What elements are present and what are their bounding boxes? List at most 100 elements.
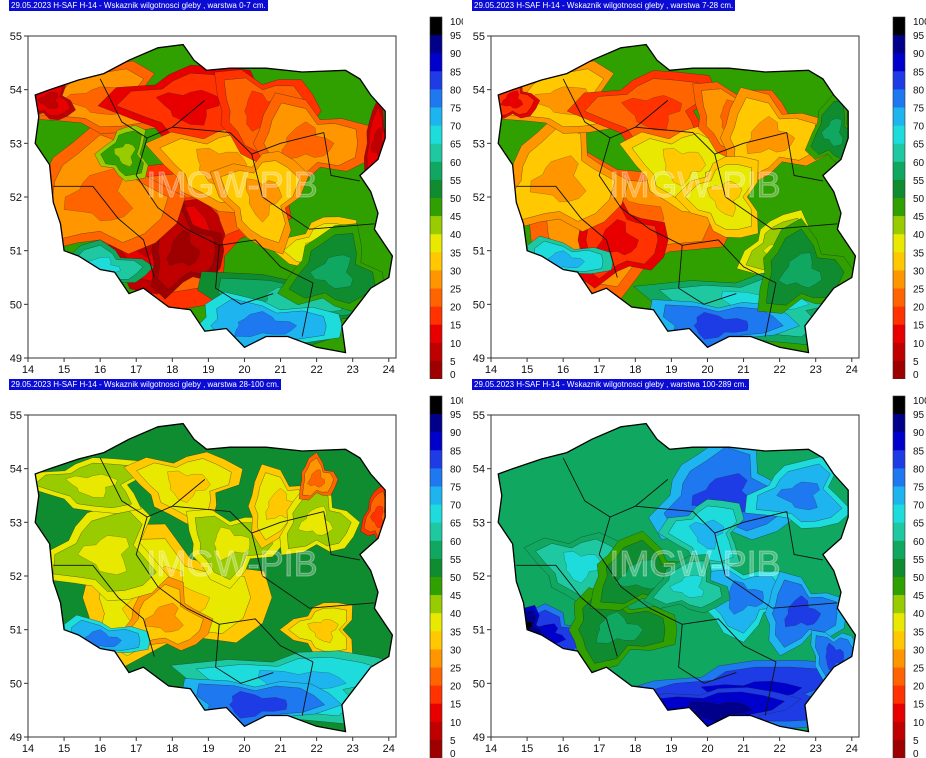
moisture-contour: [77, 535, 130, 575]
legend-label: 25: [913, 285, 925, 296]
moisture-contour: [309, 254, 354, 289]
region-border: [516, 564, 618, 657]
legend-swatch: [430, 631, 442, 650]
y-tick-label: 54: [10, 85, 22, 97]
moisture-contour: [113, 143, 136, 167]
watermark-text: IMGW-PIB: [609, 164, 780, 205]
legend-swatch: [430, 558, 442, 578]
x-tick-label: 16: [557, 364, 569, 376]
x-tick-label: 16: [94, 364, 106, 376]
legend-label: 20: [913, 303, 925, 314]
legend-label: 40: [450, 230, 462, 241]
x-tick-label: 24: [846, 743, 858, 755]
legend-label: 85: [913, 67, 925, 78]
moisture-contour: [213, 526, 251, 561]
legend-swatch: [893, 216, 905, 235]
legend-swatch: [430, 577, 442, 596]
region-border: [764, 661, 777, 716]
region-border: [186, 228, 314, 284]
region-border: [172, 505, 324, 534]
legend-swatch: [430, 17, 442, 36]
legend-label: 75: [450, 483, 462, 494]
region-border: [678, 624, 737, 684]
legend-swatch: [430, 161, 442, 181]
moisture-contour: [621, 95, 683, 131]
legend-label: 30: [913, 645, 925, 656]
x-tick-label: 22: [311, 743, 323, 755]
map-panel-100-289cm: IMGW-PIB 14 15 16 17 18 19 20 21 22 23 24 55 54 53 52 51…: [463, 379, 926, 758]
region-border: [186, 607, 314, 663]
legend-label: 55: [450, 176, 462, 187]
watermark-text: IMGW-PIB: [609, 543, 780, 584]
moisture-contour: [688, 519, 724, 550]
legend-swatch: [430, 504, 442, 524]
x-tick-label: 15: [58, 743, 70, 755]
legend-swatch: [893, 288, 905, 308]
y-tick-label: 53: [10, 517, 22, 529]
region-border: [135, 516, 187, 609]
moisture-contour: [307, 619, 339, 643]
legend-label: 40: [913, 230, 925, 241]
legend-frame: [429, 16, 443, 379]
legend-label: 80: [913, 85, 925, 96]
legend-label: 55: [913, 555, 925, 566]
y-tick-label: 51: [10, 246, 22, 258]
legend-label: 60: [913, 158, 925, 169]
moisture-contour: [234, 311, 298, 338]
x-tick-label: 18: [166, 743, 178, 755]
y-tick-label: 50: [10, 678, 22, 690]
legend-label: 65: [913, 519, 925, 530]
legend-swatch: [430, 450, 442, 469]
region-border: [135, 137, 187, 230]
x-tick-label: 14: [485, 743, 497, 755]
legend-label: 30: [450, 266, 462, 277]
x-tick-label: 16: [94, 743, 106, 755]
legend-label: 50: [450, 194, 462, 205]
moisture-contour: [155, 89, 222, 126]
legend-swatch: [893, 522, 905, 542]
map-title: 29.05.2023 H-SAF H-14 - Wskaznik wilgotn…: [472, 379, 749, 390]
moisture-contour: [778, 252, 822, 289]
legend-swatch: [430, 71, 442, 90]
legend-swatch: [430, 685, 442, 705]
legend-swatch: [893, 107, 905, 127]
x-tick-label: 16: [557, 743, 569, 755]
legend-label: 50: [450, 573, 462, 584]
x-tick-label: 19: [202, 743, 214, 755]
legend-swatch: [893, 342, 905, 362]
region-border: [53, 564, 155, 657]
y-tick-label: 50: [473, 678, 485, 690]
legend-swatch: [430, 53, 442, 72]
x-tick-label: 20: [238, 743, 250, 755]
y-tick-label: 55: [473, 31, 485, 43]
x-tick-label: 18: [629, 364, 641, 376]
region-border: [678, 245, 737, 305]
legend-swatch: [893, 703, 905, 723]
legend-swatch: [430, 270, 442, 289]
legend-swatch: [430, 216, 442, 235]
legend-label: 5: [913, 357, 919, 368]
x-tick-label: 21: [274, 364, 286, 376]
x-tick-label: 22: [774, 364, 786, 376]
legend-swatch: [893, 649, 905, 668]
legend-label: 45: [450, 591, 462, 602]
y-tick-label: 55: [10, 410, 22, 422]
moisture-contour: [144, 602, 184, 633]
x-tick-label: 20: [701, 743, 713, 755]
legend-swatch: [893, 504, 905, 524]
legend-label: 25: [913, 664, 925, 675]
legend-frame: [892, 16, 906, 379]
region-border: [301, 282, 314, 337]
legend-swatch: [893, 179, 905, 199]
legend-label: 15: [450, 321, 462, 332]
legend-label: 5: [450, 736, 456, 747]
x-tick-label: 18: [166, 364, 178, 376]
legend-label: 25: [450, 285, 462, 296]
region-border: [323, 132, 360, 182]
legend-label: 30: [913, 266, 925, 277]
moisture-contour: [746, 116, 796, 154]
x-tick-label: 21: [737, 743, 749, 755]
x-tick-label: 18: [629, 743, 641, 755]
y-tick-label: 53: [473, 517, 485, 529]
